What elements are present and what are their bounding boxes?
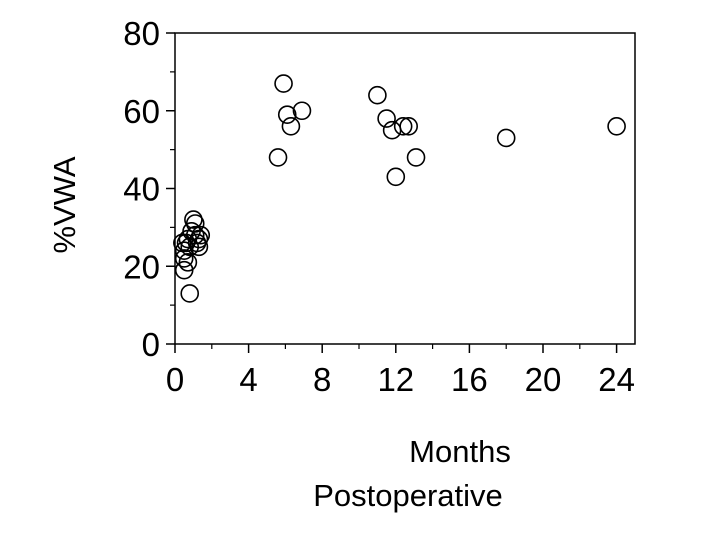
data-point [185,225,205,245]
x-tick-label: 0 [166,361,184,398]
data-point [393,117,413,136]
data-point [180,284,200,303]
x-axis-label-line1: Months [409,434,511,469]
y-tick-label: 40 [123,171,160,208]
y-tick-label: 80 [123,15,160,52]
axis-ticks [166,32,618,353]
data-point [178,253,198,272]
data-point [268,148,288,167]
data-point [277,105,297,124]
data-point [399,117,418,136]
data-point [386,167,406,187]
y-tick-label: 0 [142,326,160,363]
data-point [281,117,301,136]
y-tick-label: 20 [123,248,160,285]
y-tick-label: 60 [123,93,160,130]
data-point [368,85,387,105]
x-tick-label: 8 [313,361,331,398]
x-axis-label-line2: Postoperative [313,478,503,513]
plot-frame [174,32,636,345]
x-tick-label: 20 [525,361,562,398]
data-point [189,229,209,249]
data-point [174,249,194,268]
data-point [607,117,626,136]
data-point [377,109,396,128]
y-axis-label: %VWA [47,156,82,253]
x-tick-label: 24 [598,361,635,398]
data-point [189,237,209,257]
data-point [191,225,211,245]
data-point [406,148,426,167]
axis-tick-labels: 0 4 8 12 16 20 24 0 20 40 60 80 [123,15,635,398]
x-tick-label: 12 [377,361,414,398]
data-point [292,101,312,121]
x-tick-label: 4 [239,361,257,398]
x-tick-label: 16 [451,361,488,398]
data-point [184,210,203,229]
data-point [496,128,516,148]
data-points [173,74,626,303]
data-point [274,74,293,93]
